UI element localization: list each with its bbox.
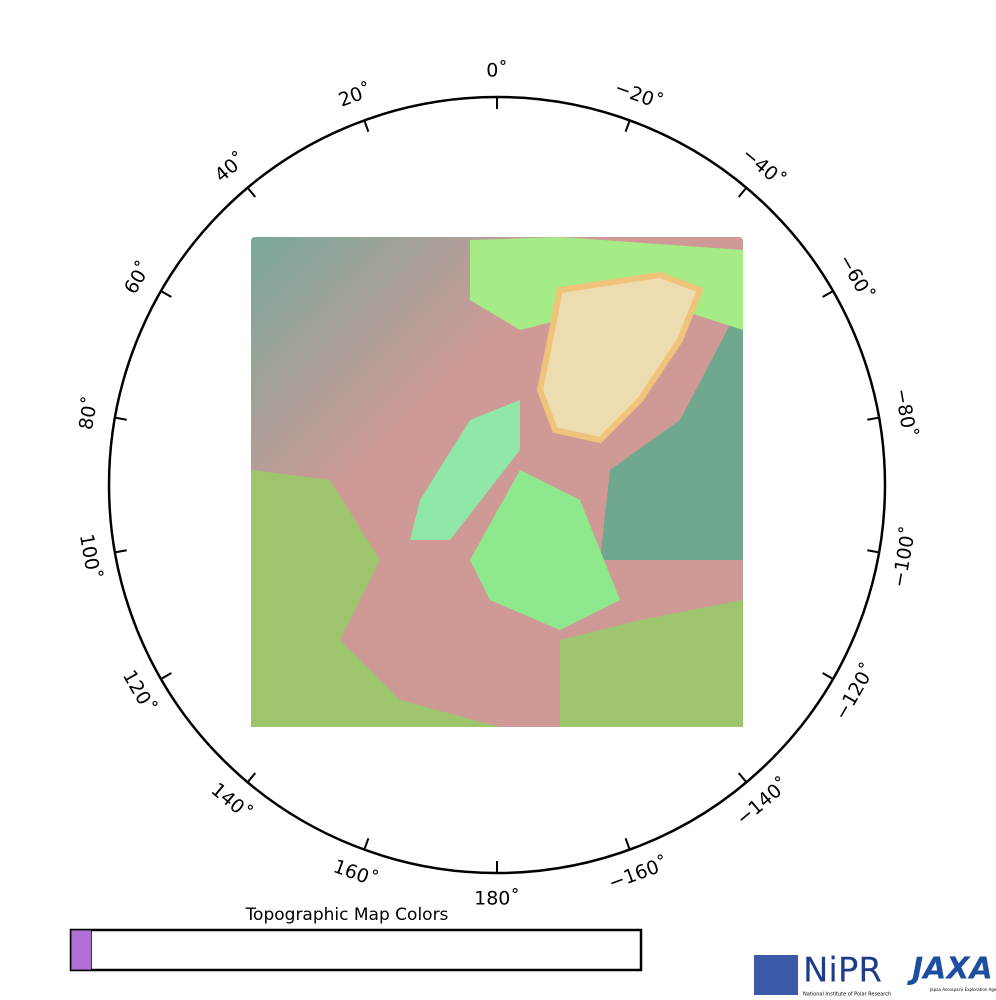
colorbar: Topographic Map Colors	[69, 905, 643, 972]
colorbar-swatch	[70, 929, 92, 971]
graticule-label: −160˚	[606, 853, 671, 895]
graticule-label: −80˚	[890, 387, 920, 440]
nipr-emblem	[754, 955, 798, 995]
graticule-label: 20˚	[336, 79, 375, 111]
graticule-label: −40˚	[737, 143, 789, 192]
graticule-label: 140˚	[207, 779, 256, 825]
graticule-tick	[867, 549, 880, 554]
jaxa-logo: JAXA	[907, 952, 993, 987]
graticule-tick	[160, 290, 172, 298]
graticule-tick	[822, 672, 834, 680]
land-siberia	[251, 470, 500, 727]
graticule-label: 180˚	[474, 888, 520, 910]
graticule-tick	[114, 416, 127, 421]
colorbar-frame	[69, 928, 643, 972]
graticule-tick	[737, 772, 748, 783]
land-canada	[600, 300, 743, 560]
graticule-tick	[737, 187, 748, 198]
nipr-full: National Institute of Polar Research	[803, 992, 891, 998]
graticule-label: 60˚	[120, 258, 156, 298]
graticule-tick	[160, 672, 172, 680]
graticule-label: 80˚	[75, 395, 103, 432]
shelf-2	[470, 470, 620, 630]
map	[107, 95, 887, 875]
graticule-tick	[624, 837, 631, 850]
land-alaska	[560, 600, 743, 727]
nipr-logo: NiPR	[803, 951, 882, 991]
graticule-label: −100˚	[888, 525, 920, 590]
graticule-tick	[363, 837, 370, 850]
graticule-label: −60˚	[834, 251, 878, 305]
graticule-label: 160˚	[330, 855, 381, 891]
graticule-label: 0˚	[486, 60, 508, 82]
shelf-1	[410, 400, 520, 540]
graticule-tick	[246, 187, 257, 198]
graticule-tick	[246, 772, 257, 783]
graticule-tick	[363, 120, 370, 133]
graticule-tick	[624, 120, 631, 133]
greenland	[536, 271, 704, 444]
graticule-label: 120˚	[118, 666, 160, 717]
logos: NiPR National Institute of Polar Researc…	[754, 951, 996, 998]
colorbar-title: Topographic Map Colors	[245, 905, 449, 925]
graticule-label: 100˚	[75, 532, 105, 581]
graticule-tick	[114, 549, 127, 554]
graticule-tick	[867, 416, 880, 421]
jaxa-full: Japan Aerospace Exploration Agency	[929, 987, 996, 992]
graticule-tick	[822, 290, 834, 298]
graticule-label: 40˚	[211, 148, 251, 187]
graticule-label: −20˚	[612, 77, 666, 115]
